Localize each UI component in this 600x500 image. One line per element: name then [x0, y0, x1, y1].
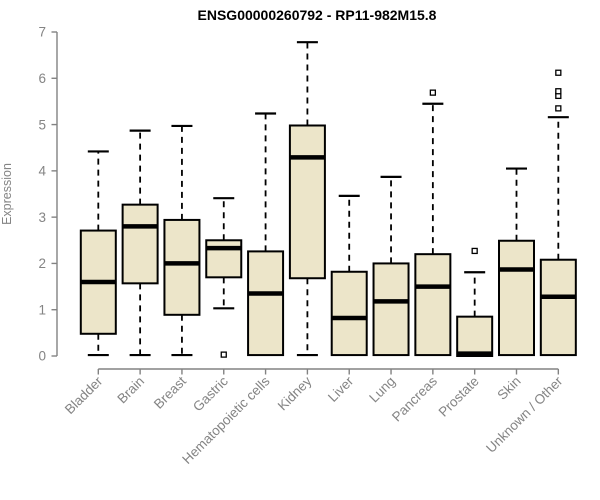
x-tick-label-bladder: Bladder [62, 373, 106, 417]
x-tick-label-unknown-other: Unknown / Other [483, 373, 566, 456]
x-tick-label-pancreas: Pancreas [389, 373, 440, 424]
x-tick-label-liver: Liver [325, 373, 357, 405]
y-tick-label: 7 [38, 25, 46, 40]
y-tick-label: 2 [38, 256, 46, 271]
iqr-box [330, 270, 368, 357]
box-brain [121, 129, 159, 357]
iqr-box [539, 258, 577, 357]
outlier-point [555, 69, 562, 76]
iqr-box [163, 218, 201, 316]
iqr-box [205, 239, 243, 279]
y-tick-label: 3 [38, 210, 46, 225]
box-lung [372, 175, 410, 357]
y-tick-label: 6 [38, 71, 46, 86]
y-tick-label: 1 [38, 302, 46, 317]
iqr-box [247, 250, 285, 357]
x-tick-label-skin: Skin [494, 374, 523, 403]
iqr-box [372, 262, 410, 357]
chart-title: ENSG00000260792 - RP11-982M15.8 [198, 7, 437, 23]
box-bladder [79, 150, 117, 357]
box-skin [498, 167, 535, 357]
box-pancreas [414, 89, 452, 357]
x-tick-label-gastric: Gastric [190, 373, 231, 414]
box-prostate [456, 247, 494, 357]
outlier-point [555, 105, 562, 112]
x-tick-label-breast: Breast [151, 373, 189, 411]
iqr-box [456, 315, 494, 357]
outlier-point [429, 89, 437, 96]
x-tick-label-brain: Brain [114, 374, 147, 407]
box-breast [163, 124, 201, 357]
y-tick-label: 5 [38, 117, 46, 132]
y-axis-label: Expression [0, 163, 14, 225]
y-tick-label: 0 [38, 349, 46, 364]
iqr-box [121, 203, 159, 285]
x-tick-label-kidney: Kidney [275, 373, 315, 413]
box-unknown-other [539, 69, 577, 357]
box-gastric [205, 197, 243, 358]
outlier-point [555, 88, 562, 95]
iqr-box [498, 239, 535, 357]
outlier-point [471, 247, 478, 255]
iqr-box [288, 124, 326, 280]
x-tick-label-lung: Lung [366, 374, 398, 406]
iqr-box [414, 253, 452, 357]
box-hematopoietic-cells [247, 112, 285, 357]
y-tick-label: 4 [38, 164, 46, 179]
box-liver [330, 194, 368, 357]
outlier-point [220, 351, 227, 358]
x-tick-label-prostate: Prostate [436, 374, 482, 420]
box-kidney [288, 41, 326, 357]
